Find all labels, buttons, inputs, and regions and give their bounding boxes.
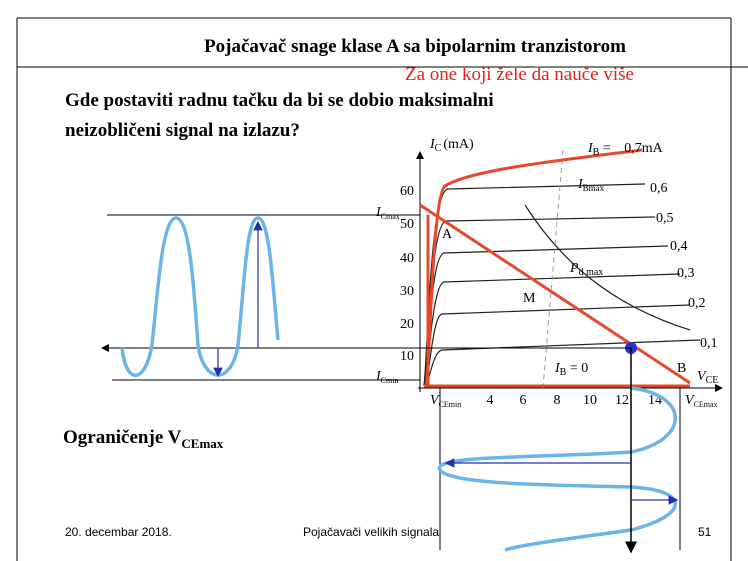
ib-max-label: IBmax (577, 177, 605, 193)
x-axis-label: VCE (697, 369, 718, 386)
y-tick-label: 40 (400, 251, 414, 266)
y-axis-label: IC (mA) (429, 137, 474, 154)
frame (16, 17, 748, 561)
point-label: B (677, 361, 686, 376)
footer-date: 20. decembar 2018. (65, 525, 172, 539)
x-tick-label: 12 (615, 393, 629, 408)
curve-label: 0,1 (700, 336, 718, 351)
icmax-label: ICmax (375, 205, 400, 221)
x-tick-label: 10 (583, 393, 597, 408)
axes (416, 151, 723, 392)
note: Za one koji žele da nauče više (405, 64, 634, 85)
x-tick-label: 6 (520, 393, 527, 408)
question-line: neizobličeni signal na izlazu? (65, 120, 300, 141)
vcemin-label: VCEmin (430, 393, 461, 409)
x-tick-label: 8 (554, 393, 561, 408)
red-limits (419, 148, 691, 388)
curve-label: 0,5 (656, 211, 674, 226)
footer-center: Pojačavači velikih signala (303, 525, 439, 539)
ib-top-label: IB = 0,7mA (587, 141, 664, 158)
power-hyperbola (524, 204, 691, 331)
point-label: A (442, 227, 453, 242)
y-tick-label: 60 (400, 184, 414, 199)
question-line: Gde postaviti radnu tačku da bi se dobio… (65, 90, 494, 111)
output-signal (437, 348, 681, 554)
title: Pojačavač snage klase A sa bipolarnim tr… (204, 36, 626, 57)
icmin-label: ICmin (375, 369, 398, 385)
curve-label: 0,2 (688, 296, 706, 311)
x-tick-label: 4 (487, 393, 494, 408)
ib-zero-label: IB = 0 (554, 361, 588, 378)
curve-label: 0,3 (677, 266, 695, 281)
page-number: 51 (698, 525, 712, 539)
y-tick-label: 30 (400, 284, 414, 299)
caption: Ograničenje VCEmax (63, 427, 224, 451)
point-label: M (523, 291, 536, 306)
curve-label: 0,6 (650, 181, 668, 196)
y-tick-label: 10 (400, 349, 414, 364)
dashed-line (542, 149, 564, 389)
vcemax-label: VCEmax (685, 393, 718, 409)
y-tick-label: 20 (400, 317, 414, 332)
curve-label: 0,4 (670, 239, 688, 254)
pd-label: Pd max (569, 261, 603, 278)
input-signal (101, 214, 631, 381)
y-tick-label: 50 (400, 217, 414, 232)
